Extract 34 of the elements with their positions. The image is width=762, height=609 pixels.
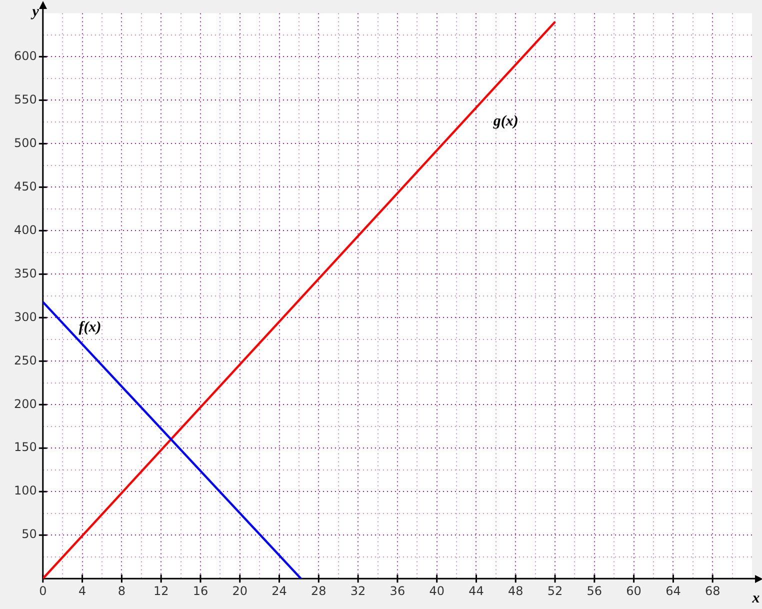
x-tick-label: 48: [508, 584, 524, 598]
series-label: f(x): [78, 320, 102, 336]
x-tick-label: 4: [78, 584, 86, 598]
x-tick-label: 52: [547, 584, 563, 598]
y-tick-label: 400: [14, 222, 37, 237]
x-tick-label: 20: [232, 584, 248, 598]
y-tick-label: 150: [14, 440, 37, 454]
y-tick-label: 600: [14, 48, 37, 63]
y-tick-label: 450: [14, 179, 37, 194]
x-axis-title: x: [751, 590, 760, 606]
x-tick-label: 28: [311, 584, 326, 598]
y-tick-label: 250: [14, 353, 37, 368]
x-tick-label: 68: [704, 584, 720, 598]
x-tick-label: 12: [153, 584, 169, 598]
y-tick-label: 350: [14, 266, 37, 280]
x-tick-label: 40: [429, 584, 444, 598]
y-tick-label: 550: [14, 92, 37, 106]
y-tick-label: 500: [14, 136, 37, 150]
y-tick-label: 100: [14, 484, 37, 498]
y-axis-title: y: [30, 4, 40, 20]
x-tick-label: 8: [118, 584, 126, 598]
series-label: g(x): [492, 114, 518, 130]
y-tick-label: 300: [14, 310, 37, 324]
x-tick-label: 16: [192, 584, 208, 598]
y-tick-label: 50: [22, 527, 37, 542]
x-tick-label: 56: [586, 584, 602, 598]
x-tick-label: 60: [626, 584, 642, 598]
y-tick-label: 200: [14, 396, 37, 411]
x-tick-label: 32: [350, 584, 366, 598]
x-tick-label: 0: [39, 584, 47, 598]
x-tick-label: 36: [390, 584, 406, 598]
x-tick-label: 64: [666, 584, 681, 598]
x-tick-label: 44: [468, 584, 484, 598]
x-tick-label: 24: [272, 584, 287, 598]
